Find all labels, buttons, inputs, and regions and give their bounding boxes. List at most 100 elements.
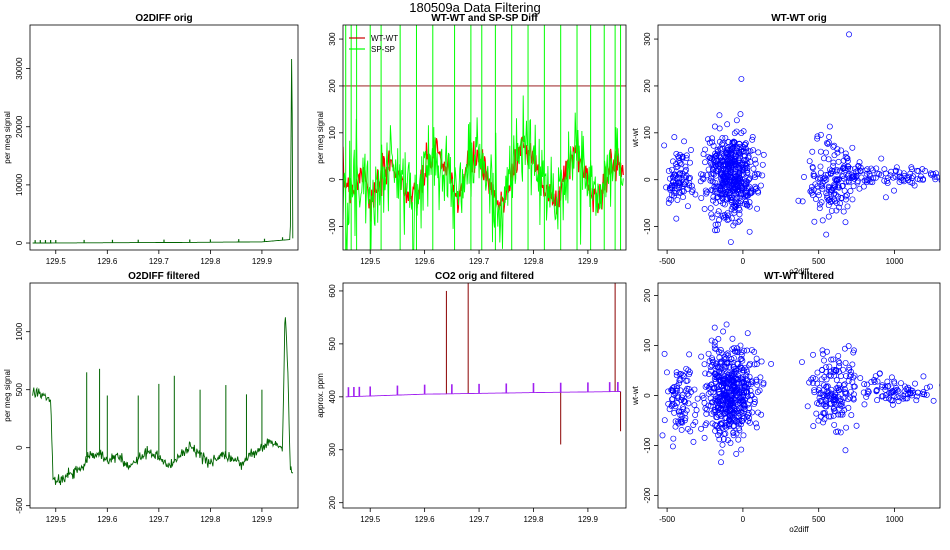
scatter-point <box>676 157 683 164</box>
x-tick-label: 1000 <box>886 257 904 266</box>
scatter-point <box>756 387 763 394</box>
scatter-point <box>832 391 839 398</box>
scatter-point <box>841 386 848 393</box>
series-o2diff <box>32 58 294 244</box>
scatter-point <box>677 169 684 176</box>
scatter-point <box>837 429 844 436</box>
scatter-point <box>665 199 672 206</box>
scatter-point <box>740 432 747 439</box>
scatter-point <box>868 165 875 172</box>
y-tick-label: 400 <box>328 390 337 404</box>
scatter-point <box>732 188 739 195</box>
y-tick-label: 0 <box>15 240 24 245</box>
scatter-point <box>723 424 730 431</box>
scatter-point <box>735 419 742 425</box>
y-tick-label: 100 <box>643 126 652 140</box>
scatter-point <box>675 394 682 401</box>
x-tick-label: 129.7 <box>469 515 490 524</box>
scatter-point <box>724 186 731 193</box>
scatter-point <box>830 168 837 175</box>
scatter-point <box>843 424 850 431</box>
scatter-point <box>691 386 698 393</box>
y-tick-label: 0 <box>15 445 24 450</box>
scatter-point <box>846 31 852 38</box>
scatter-point <box>828 207 835 214</box>
y-tick-label: 200 <box>643 288 652 302</box>
scatter-point <box>830 397 837 404</box>
scatter-point <box>684 186 691 193</box>
scatter-point <box>849 361 856 368</box>
x-tick-label: 129.6 <box>415 515 436 524</box>
scatter-point <box>872 174 879 181</box>
scatter-point <box>857 167 864 174</box>
scatter-point <box>715 386 722 393</box>
scatter-point <box>821 410 828 417</box>
scatter-point <box>733 117 740 124</box>
scatter-point <box>814 133 821 140</box>
scatter-point <box>711 406 718 413</box>
scatter-point <box>913 397 920 404</box>
chart-wtwt-spsp-diff: WT-WT and SP-SP Diff 129.5 129.6 129.7 129.8… <box>316 13 627 266</box>
scatter-point <box>753 170 760 177</box>
scatter-point <box>883 178 890 184</box>
scatter-point <box>738 172 745 179</box>
scatter-point <box>744 192 751 199</box>
scatter-point <box>722 162 729 168</box>
x-tick-label: 129.9 <box>578 515 599 524</box>
scatter-point <box>824 192 831 199</box>
scatter-point <box>726 395 733 402</box>
scatter-point <box>755 409 761 416</box>
scatter-point <box>823 384 830 390</box>
scatter-point <box>809 148 816 155</box>
scatter-point <box>672 183 678 190</box>
scatter-point <box>665 388 672 395</box>
scatter-point <box>811 387 818 393</box>
scatter-point <box>744 377 751 384</box>
scatter-point <box>735 413 742 420</box>
scatter-point <box>853 173 860 180</box>
scatter-point <box>825 171 832 178</box>
scatter-point <box>707 364 714 370</box>
y-tick-label: 300 <box>643 32 652 46</box>
scatter-point <box>710 142 717 149</box>
scatter-point <box>799 359 805 366</box>
scatter-point <box>837 396 844 403</box>
scatter-point <box>743 198 749 205</box>
scatter-point <box>839 183 846 190</box>
scatter-point <box>830 356 837 363</box>
scatter-point <box>863 170 870 177</box>
scatter-point <box>709 155 715 162</box>
scatter-point <box>728 145 735 152</box>
scatter-point <box>678 419 685 426</box>
scatter-point <box>728 356 735 362</box>
scatter-point <box>853 168 860 175</box>
scatter-point <box>821 357 827 364</box>
x-tick-label: 129.8 <box>200 515 221 524</box>
scatter-point <box>753 185 760 192</box>
scatter-point <box>711 345 718 352</box>
scatter-point <box>826 413 833 420</box>
x-tick-label: 129.5 <box>46 515 67 524</box>
series-line <box>343 95 624 250</box>
chart-panels: O2DIFF orig 129.5 129.6 129.7 129.8 129.9 0 100… <box>3 13 941 534</box>
x-tick-label: 129.7 <box>469 257 490 266</box>
chart-wtwt-filtered: WT-WT filtered -500 0 500 1000 -200 -100 0 100 20… <box>631 271 941 534</box>
scatter-point <box>824 194 831 201</box>
scatter-point <box>684 385 691 392</box>
scatter-point <box>752 186 759 193</box>
scatter-point <box>857 375 864 382</box>
scatter-point <box>817 148 824 155</box>
scatter-point <box>680 194 686 201</box>
scatter-point <box>717 186 724 193</box>
scatter-point <box>845 378 852 384</box>
scatter-point <box>699 392 706 399</box>
x-tick-label: 129.5 <box>360 515 381 524</box>
scatter-point <box>739 367 746 374</box>
x-tick-label: 129.8 <box>523 257 544 266</box>
scatter-point <box>882 170 889 177</box>
scatter-point <box>720 328 727 335</box>
scatter-point <box>890 389 897 396</box>
scatter-point <box>923 384 930 391</box>
scatter-point <box>733 177 740 184</box>
scatter-point <box>862 167 869 174</box>
